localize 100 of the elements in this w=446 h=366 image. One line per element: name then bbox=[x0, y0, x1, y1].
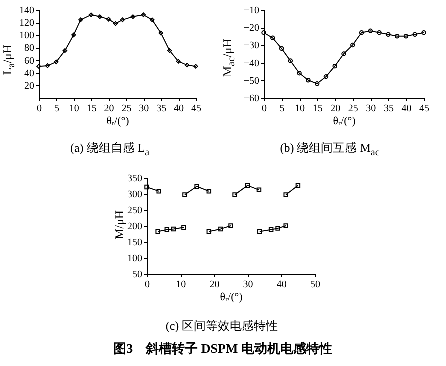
point bbox=[194, 184, 200, 190]
point bbox=[88, 12, 94, 18]
y-tick-label: 50 bbox=[132, 270, 142, 280]
x-tick-label: 10 bbox=[295, 104, 306, 114]
point bbox=[172, 226, 176, 232]
x-tick-label: 0 bbox=[262, 104, 267, 114]
y-tick-label: 80 bbox=[24, 43, 34, 54]
y-tick-label: 100 bbox=[20, 30, 34, 42]
point bbox=[296, 183, 301, 188]
y-tick-label: 350 bbox=[128, 174, 142, 184]
point bbox=[350, 42, 356, 48]
text: (c) 区间等效电感特性 bbox=[166, 318, 278, 335]
point bbox=[314, 82, 320, 86]
point bbox=[297, 70, 302, 76]
x-tick-label: 20 bbox=[104, 104, 114, 114]
y-axis-title: M/μH bbox=[112, 210, 128, 240]
y-tick-label: −60 bbox=[244, 94, 260, 104]
text: (b) 绕组间互感 M$_{ac}$ bbox=[280, 140, 380, 158]
point bbox=[194, 64, 198, 69]
point bbox=[258, 229, 262, 234]
point bbox=[206, 189, 212, 194]
point bbox=[113, 21, 118, 26]
point bbox=[141, 12, 146, 18]
point bbox=[359, 30, 364, 36]
x-tick-label: 15 bbox=[86, 104, 97, 114]
point bbox=[284, 224, 288, 228]
x-tick-label: 30 bbox=[243, 280, 254, 290]
point bbox=[45, 64, 50, 68]
x-tick-label: 45 bbox=[192, 104, 202, 114]
y-tick-label: −30 bbox=[244, 40, 260, 52]
point bbox=[368, 28, 374, 34]
y-tick-label: −20 bbox=[244, 23, 260, 34]
x-tick-label: 50 bbox=[310, 280, 320, 290]
x-tick-label: 25 bbox=[122, 104, 132, 114]
x-axis-title: θᵣ/(°) bbox=[220, 292, 244, 304]
y-tick-label: 100 bbox=[128, 254, 142, 264]
y-tick-label: 120 bbox=[20, 18, 34, 30]
point bbox=[78, 18, 84, 22]
x-tick-label: 20 bbox=[330, 104, 341, 114]
point bbox=[144, 184, 150, 190]
y-tick-label: −50 bbox=[244, 76, 260, 87]
point bbox=[377, 30, 382, 36]
point bbox=[394, 34, 400, 39]
point bbox=[150, 18, 155, 22]
point bbox=[167, 48, 172, 54]
x-tick-label: 40 bbox=[276, 280, 287, 290]
point bbox=[54, 60, 59, 65]
point bbox=[182, 192, 188, 198]
x-tick-label: 30 bbox=[139, 104, 150, 114]
y-tick-label: 40 bbox=[24, 68, 34, 80]
x-tick-label: 0 bbox=[145, 280, 150, 290]
y-tick-label: 60 bbox=[24, 56, 34, 67]
point bbox=[245, 183, 250, 188]
point bbox=[72, 32, 76, 38]
point bbox=[106, 17, 112, 22]
point bbox=[164, 227, 170, 232]
point bbox=[232, 192, 238, 198]
x-tick-label: 35 bbox=[384, 104, 394, 114]
x-tick-label: 15 bbox=[312, 104, 323, 114]
caption: 图3 斜槽转子 DSPM 电动机电感特性 bbox=[114, 340, 332, 358]
point bbox=[256, 188, 262, 193]
x-tick-label: 40 bbox=[402, 104, 412, 114]
point bbox=[342, 52, 346, 56]
y-tick-label: 200 bbox=[128, 222, 142, 232]
y-tick-label: 140 bbox=[20, 6, 34, 16]
x-tick-label: 40 bbox=[174, 104, 184, 114]
x-tick-label: 30 bbox=[366, 104, 376, 114]
point bbox=[206, 229, 212, 234]
x-axis-title: θᵣ/(°) bbox=[106, 116, 130, 128]
y-tick-label: −40 bbox=[244, 58, 260, 70]
point bbox=[324, 74, 329, 80]
x-tick-label: 5 bbox=[280, 104, 285, 114]
point bbox=[276, 226, 280, 231]
x-tick-label: 45 bbox=[420, 104, 430, 114]
point bbox=[386, 32, 391, 38]
y-tick-label: 250 bbox=[128, 206, 142, 216]
x-tick-label: 0 bbox=[37, 104, 42, 114]
point bbox=[218, 226, 224, 232]
point bbox=[130, 14, 136, 20]
point bbox=[268, 227, 274, 232]
point bbox=[182, 225, 186, 230]
point bbox=[156, 189, 162, 194]
point bbox=[156, 229, 160, 234]
point bbox=[284, 192, 288, 198]
point bbox=[288, 58, 294, 64]
point bbox=[158, 30, 164, 36]
x-tick-label: 35 bbox=[156, 104, 167, 114]
point bbox=[412, 32, 418, 38]
point bbox=[270, 36, 276, 41]
y-tick-label: −10 bbox=[244, 6, 260, 16]
point bbox=[404, 34, 409, 39]
point bbox=[332, 64, 338, 69]
point bbox=[279, 46, 284, 52]
point bbox=[176, 59, 181, 64]
x-tick-label: 10 bbox=[69, 104, 80, 114]
y-tick-label: 20 bbox=[24, 80, 34, 92]
y-tick-label: 150 bbox=[128, 238, 142, 248]
x-tick-label: 10 bbox=[176, 280, 186, 290]
point bbox=[306, 78, 311, 83]
point bbox=[184, 62, 190, 68]
